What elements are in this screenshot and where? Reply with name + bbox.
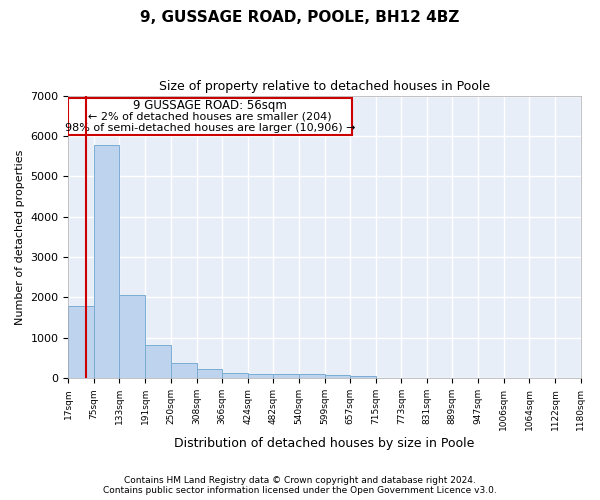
- FancyBboxPatch shape: [68, 98, 352, 135]
- Text: 9 GUSSAGE ROAD: 56sqm: 9 GUSSAGE ROAD: 56sqm: [133, 98, 287, 112]
- Text: 9, GUSSAGE ROAD, POOLE, BH12 4BZ: 9, GUSSAGE ROAD, POOLE, BH12 4BZ: [140, 10, 460, 25]
- Bar: [350, 376, 376, 378]
- Text: Contains HM Land Registry data © Crown copyright and database right 2024.
Contai: Contains HM Land Registry data © Crown c…: [103, 476, 497, 495]
- Bar: [248, 374, 273, 378]
- X-axis label: Distribution of detached houses by size in Poole: Distribution of detached houses by size …: [174, 437, 475, 450]
- Title: Size of property relative to detached houses in Poole: Size of property relative to detached ho…: [159, 80, 490, 93]
- Text: ← 2% of detached houses are smaller (204): ← 2% of detached houses are smaller (204…: [88, 112, 332, 122]
- Bar: [68, 306, 94, 378]
- Bar: [145, 344, 171, 378]
- Y-axis label: Number of detached properties: Number of detached properties: [15, 149, 25, 324]
- Bar: [119, 295, 145, 378]
- Bar: [171, 364, 197, 378]
- Bar: [94, 145, 119, 378]
- Bar: [222, 373, 248, 378]
- Text: 98% of semi-detached houses are larger (10,906) →: 98% of semi-detached houses are larger (…: [65, 122, 355, 132]
- Bar: [273, 374, 299, 378]
- Bar: [197, 369, 222, 378]
- Bar: [325, 375, 350, 378]
- Bar: [299, 374, 325, 378]
